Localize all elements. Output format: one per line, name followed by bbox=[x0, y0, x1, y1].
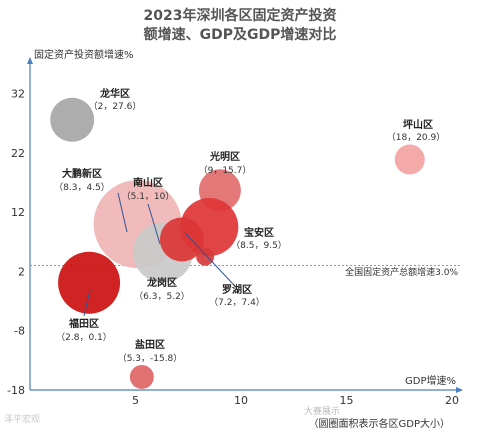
chart-note: （圆圈面积表示各区GDP大小） bbox=[309, 417, 450, 430]
y-tick-label: 32 bbox=[11, 88, 25, 101]
y-axis-label: 固定资产投资额增速% bbox=[34, 48, 134, 61]
y-tick-label: 2 bbox=[18, 265, 25, 278]
point-name-label: 南山区 bbox=[133, 176, 163, 189]
bubble bbox=[159, 217, 204, 262]
watermark-secondary: 大赛展示 bbox=[304, 407, 341, 417]
y-tick-label: -8 bbox=[14, 325, 25, 338]
point-name-label: 坪山区 bbox=[403, 118, 433, 131]
bubble bbox=[58, 251, 121, 314]
point-value-label: （2，27.6） bbox=[89, 101, 142, 112]
leader-line bbox=[117, 192, 128, 233]
point-name-label: 大鹏新区 bbox=[62, 167, 102, 180]
x-axis-arrow bbox=[456, 387, 463, 393]
x-axis-label: GDP增速% bbox=[405, 374, 456, 387]
y-tick-label: 22 bbox=[11, 147, 25, 160]
bubble bbox=[394, 144, 425, 175]
point-name-label: 罗湖区 bbox=[222, 283, 252, 296]
point-value-label: （8.3，4.5） bbox=[54, 182, 110, 193]
leader-line bbox=[83, 289, 91, 317]
point-value-label: （7.2，7.4） bbox=[209, 297, 265, 308]
point-name-label: 龙岗区 bbox=[146, 276, 177, 289]
y-tick-label: -18 bbox=[7, 384, 25, 397]
x-tick-label: 10 bbox=[234, 394, 248, 407]
leader-line bbox=[147, 203, 161, 245]
point-value-label: （18，20.9） bbox=[387, 132, 446, 143]
point-value-label: （5.3，-15.8） bbox=[118, 353, 183, 364]
chart-title-line1: 2023年深圳各区固定资产投资 bbox=[144, 7, 337, 24]
point-name-label: 盐田区 bbox=[135, 338, 165, 351]
point-name-label: 福田区 bbox=[68, 317, 99, 330]
point-value-label: （2.8，0.1） bbox=[56, 332, 112, 343]
watermark: 泽平宏观 bbox=[4, 415, 41, 425]
x-tick-label: 20 bbox=[445, 394, 459, 407]
leader-line bbox=[184, 232, 234, 285]
point-value-label: （5.1，10） bbox=[122, 191, 175, 202]
bubble bbox=[50, 97, 95, 142]
reference-line-label: 全国固定资产总额增速3.0% bbox=[345, 266, 458, 278]
x-tick-label: 5 bbox=[132, 394, 139, 407]
point-name-label: 龙华区 bbox=[99, 87, 130, 100]
y-axis-arrow bbox=[27, 57, 33, 64]
point-value-label: （8.5，9.5） bbox=[231, 240, 287, 251]
bubble bbox=[129, 364, 154, 389]
chart-title-line2: 额增速、GDP及GDP增速对比 bbox=[144, 26, 337, 43]
point-value-label: （6.3，5.2） bbox=[134, 291, 190, 302]
x-tick-label: 15 bbox=[340, 394, 354, 407]
point-name-label: 光明区 bbox=[209, 150, 240, 163]
y-tick-label: 12 bbox=[11, 206, 25, 219]
point-name-label: 宝安区 bbox=[244, 226, 274, 239]
bubble bbox=[196, 247, 215, 266]
point-value-label: （9，15.7） bbox=[199, 165, 252, 176]
